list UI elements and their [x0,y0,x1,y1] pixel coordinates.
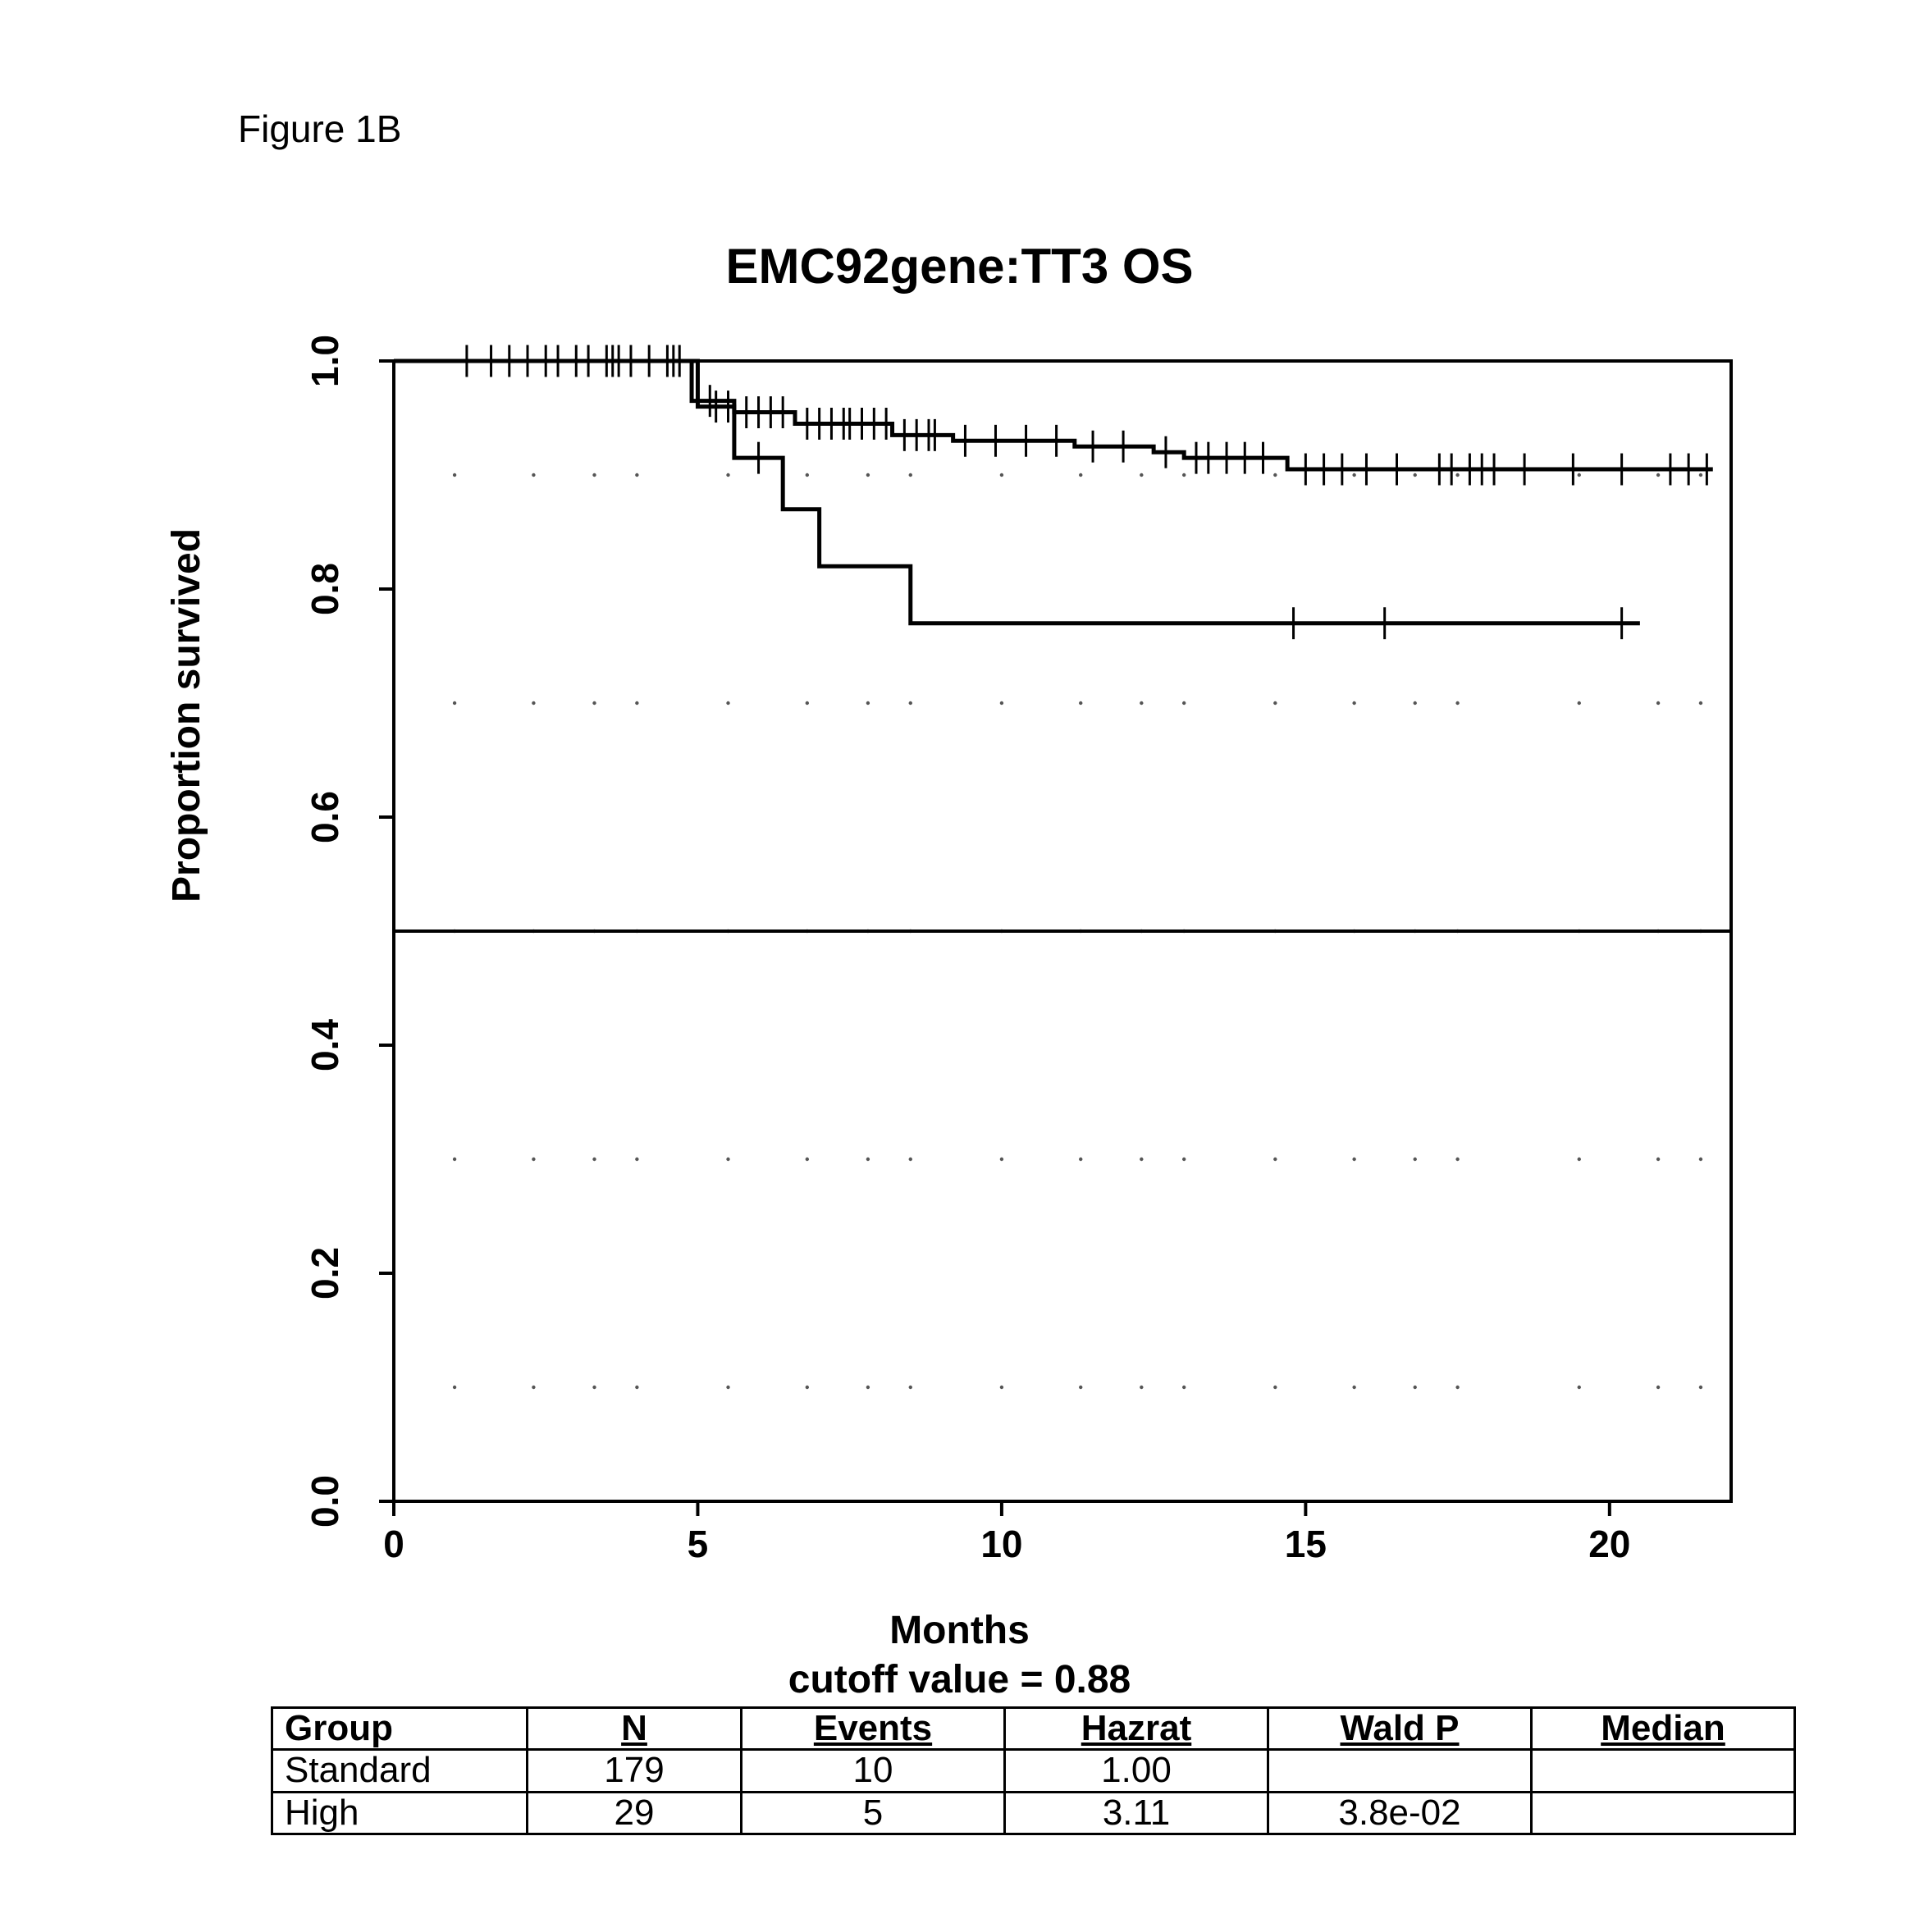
table-row: High2953.113.8e-02 [272,1792,1795,1834]
table-cell [1532,1792,1795,1834]
table-cell: 179 [528,1750,742,1792]
col-header-events: Events [742,1708,1005,1750]
svg-text:0.4: 0.4 [304,1019,346,1071]
survival-plot: 0.0 0.2 0.4 0.6 0.8 1.0 0 5 10 15 20 [246,328,1764,1600]
table-cell: 5 [742,1792,1005,1834]
svg-text:0.8: 0.8 [304,563,346,615]
col-header-median: Median [1532,1708,1795,1750]
svg-text:10: 10 [980,1523,1022,1565]
cutoff-label: cutoff value = 0.88 [0,1657,1919,1702]
table-cell: 10 [742,1750,1005,1792]
figure-label: Figure 1B [238,107,401,151]
chart-title: EMC92gene:TT3 OS [0,238,1919,295]
col-header-hazrat: Hazrat [1005,1708,1268,1750]
col-header-n: N [528,1708,742,1750]
table-cell: High [272,1792,528,1834]
svg-text:5: 5 [688,1523,709,1565]
stats-table: Group N Events Hazrat Wald P Median Stan… [271,1706,1796,1835]
table-cell: 29 [528,1792,742,1834]
svg-text:0.6: 0.6 [304,791,346,843]
svg-text:1.0: 1.0 [304,335,346,387]
table-row: Standard179101.00 [272,1750,1795,1792]
y-axis-label: Proportion survived [164,528,209,902]
svg-text:20: 20 [1588,1523,1630,1565]
table-cell: Standard [272,1750,528,1792]
col-header-group: Group [272,1708,528,1750]
table-cell: 3.11 [1005,1792,1268,1834]
table-cell: 1.00 [1005,1750,1268,1792]
svg-text:15: 15 [1285,1523,1327,1565]
table-cell [1268,1750,1532,1792]
table-header-row: Group N Events Hazrat Wald P Median [272,1708,1795,1750]
svg-text:0.0: 0.0 [304,1475,346,1528]
svg-text:0.2: 0.2 [304,1247,346,1299]
svg-text:0: 0 [383,1523,404,1565]
table-cell [1532,1750,1795,1792]
col-header-waldp: Wald P [1268,1708,1532,1750]
page-root: Figure 1B EMC92gene:TT3 OS Proportion su… [0,0,1919,1932]
table-cell: 3.8e-02 [1268,1792,1532,1834]
x-axis-label: Months [0,1608,1919,1653]
